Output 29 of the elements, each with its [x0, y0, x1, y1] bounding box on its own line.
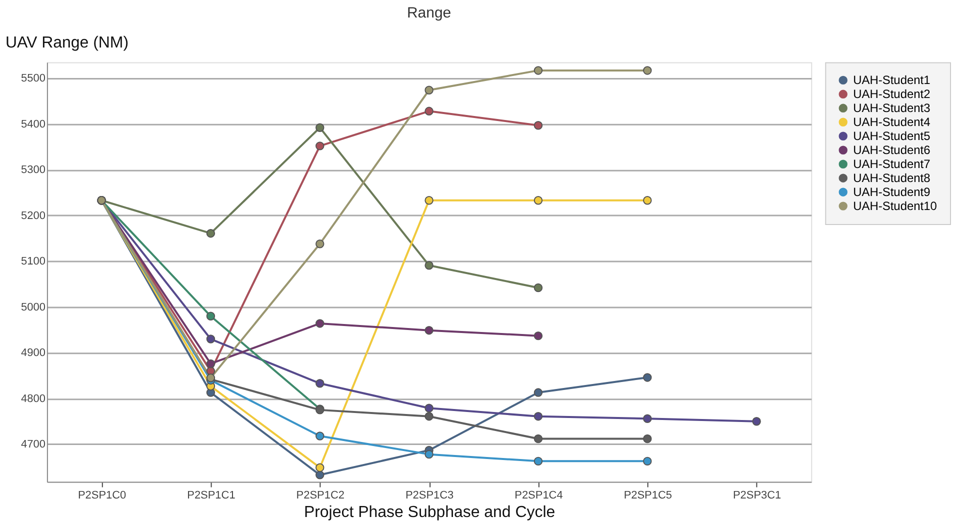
x-tick-label: P2SP1C3: [405, 489, 454, 502]
x-tick-label: P2SP1C4: [514, 489, 563, 502]
legend-label: UAH-Student5: [853, 129, 931, 144]
y-tick-label: 5300: [21, 164, 46, 176]
legend-label: UAH-Student6: [853, 143, 931, 158]
legend-label: UAH-Student7: [853, 157, 931, 172]
x-axis-title: Project Phase Subphase and Cycle: [304, 504, 556, 522]
x-tick-label: P2SP1C0: [78, 489, 126, 502]
y-tick-label: 4900: [21, 347, 46, 360]
x-tick-label: P2SP1C5: [624, 489, 672, 502]
x-tick-label: P2SP3C1: [732, 489, 782, 502]
y-tick-label: 5400: [21, 118, 46, 130]
legend-label: UAH-Student2: [853, 87, 931, 102]
y-axis-title: UAV Range (NM): [5, 34, 129, 52]
x-tick-label: P2SP1C1: [187, 489, 236, 502]
chart-title: Range: [406, 4, 452, 22]
y-tick-label: 5500: [21, 72, 46, 85]
y-tick-label: 5100: [21, 256, 46, 268]
legend-label: UAH-Student8: [853, 171, 931, 186]
legend-label: UAH-Student10: [853, 199, 938, 214]
legend-label: UAH-Student1: [853, 73, 931, 88]
y-tick-label: 4700: [21, 438, 46, 451]
y-tick-label: 4800: [21, 392, 46, 405]
legend-label: UAH-Student4: [853, 115, 931, 130]
y-tick-label: 5200: [21, 210, 46, 222]
legend-label: UAH-Student9: [853, 185, 931, 200]
x-tick-label: P2SP1C2: [296, 489, 344, 502]
y-tick-label: 5000: [21, 301, 46, 314]
legend-label: UAH-Student3: [853, 101, 931, 116]
